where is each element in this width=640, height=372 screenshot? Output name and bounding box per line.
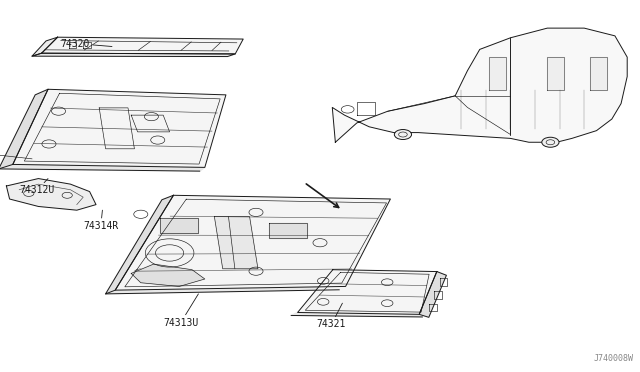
Polygon shape bbox=[547, 57, 564, 90]
Polygon shape bbox=[106, 195, 173, 294]
Text: 74320: 74320 bbox=[61, 38, 112, 48]
Polygon shape bbox=[32, 37, 58, 56]
Polygon shape bbox=[32, 53, 236, 57]
Circle shape bbox=[394, 129, 412, 140]
Polygon shape bbox=[106, 286, 346, 294]
Polygon shape bbox=[0, 89, 48, 169]
Polygon shape bbox=[6, 179, 96, 210]
Polygon shape bbox=[13, 89, 226, 167]
Text: 74321: 74321 bbox=[317, 303, 346, 329]
Polygon shape bbox=[590, 57, 607, 90]
Polygon shape bbox=[131, 264, 205, 286]
Polygon shape bbox=[0, 164, 205, 171]
Text: 74313U: 74313U bbox=[163, 294, 198, 327]
Polygon shape bbox=[291, 312, 422, 317]
Polygon shape bbox=[332, 28, 627, 142]
Text: 74312U: 74312U bbox=[19, 179, 54, 195]
Polygon shape bbox=[214, 217, 258, 269]
Polygon shape bbox=[419, 272, 447, 317]
Text: J740008W: J740008W bbox=[594, 354, 634, 363]
Polygon shape bbox=[42, 37, 243, 54]
Text: 74314R: 74314R bbox=[83, 210, 118, 231]
Polygon shape bbox=[160, 218, 198, 233]
Polygon shape bbox=[269, 223, 307, 238]
Polygon shape bbox=[489, 57, 506, 90]
Polygon shape bbox=[298, 270, 437, 314]
Polygon shape bbox=[115, 195, 390, 290]
Circle shape bbox=[542, 137, 559, 147]
